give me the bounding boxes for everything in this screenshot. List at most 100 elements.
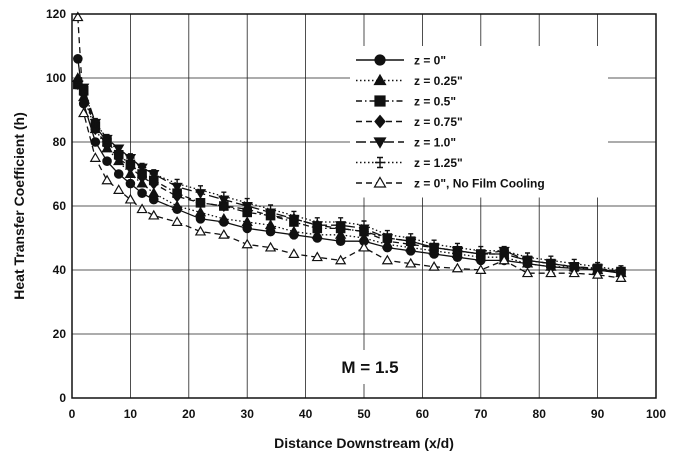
annotation-box-frame [322,350,418,384]
series-line-6 [77,17,622,279]
x-tick-label-5: 50 [357,407,371,421]
legend-label-6: z = 0", No Film Cooling [414,177,545,191]
series-5-point-15 [336,217,345,227]
series-5-point-22 [499,245,509,256]
series-6-point-5 [124,193,137,204]
series-5-point-11 [243,197,252,208]
x-tick-label-2: 20 [182,407,196,421]
series-5-point-21 [476,245,485,256]
series-6-point-21 [475,264,487,274]
legend-label-5: z = 1.25" [414,156,463,170]
legend-label-1: z = 0.25" [414,74,463,88]
series-5-point-27 [616,265,626,275]
legend-marker-2 [374,95,386,107]
legend-item-0: z = 0" [356,54,446,68]
series-1-point-11 [241,216,253,226]
series-6-point-6 [136,203,148,214]
legend-label-3: z = 0.75" [414,115,463,129]
x-axis-label: Distance Downstream (x/d) [274,435,454,451]
series-5-point-4 [114,146,123,157]
legend-label-4: z = 1.0" [414,136,456,150]
series-5-point-20 [453,242,462,253]
series-3-point-9 [195,196,206,209]
series-6-point-11 [241,238,253,249]
series-0-point-5 [125,178,136,189]
series-line-4 [77,83,622,274]
legend-item-3: z = 0.75" [356,114,463,129]
series-6-point-20 [451,262,464,273]
legend-background [350,46,608,198]
legend-marker-5 [375,156,385,169]
legend-item-4: z = 1.0" [356,136,456,150]
x-tick-label-10: 100 [646,407,666,421]
x-tick-label-0: 0 [69,407,76,421]
tick-labels: 0 10 20 30 40 50 60 70 80 90 100 0 20 40 60 80 100 120 [46,7,666,421]
legend-marker-1 [373,73,387,86]
series-6-point-19 [428,260,440,271]
series-line-1 [77,77,622,274]
annotation-label: M = 1.5 [341,358,398,377]
series-6 [72,11,627,282]
legend-marker-6 [373,176,387,188]
legend-label-2: z = 0.5" [414,95,456,109]
legend-marker-0 [374,54,386,66]
legend-marker-3 [374,114,386,129]
series-5-point-12 [266,204,275,215]
legend-item-6: z = 0", No Film Cooling [356,176,545,191]
series-5-point-2 [91,117,100,128]
series-6-point-12 [264,241,277,252]
series-1-point-10 [218,212,230,223]
series-3-point-8 [172,190,183,203]
series-line-3 [77,80,622,273]
series-6-point-24 [545,267,557,278]
y-tick-label-0: 0 [59,391,66,405]
series-3-point-6 [137,171,148,184]
series-6-point-8 [171,216,183,226]
series-6-point-1 [78,107,90,118]
legend-marker-4 [373,137,387,149]
series-line-0 [77,58,622,274]
series-5-point-25 [570,258,579,269]
series-1-point-14 [311,228,323,239]
series-0-point-2 [90,137,101,147]
x-tick-label-7: 70 [474,407,488,421]
series-layer [72,11,627,282]
series-5-point-7 [149,169,158,179]
legend: z = 0" z = 0.25" z = 0.5" z = 0.75" z = 1.0"… [350,46,608,198]
legend-label-0: z = 0" [414,54,446,68]
series-line-5 [77,83,622,271]
series-5-point-8 [172,178,182,189]
series-5-point-24 [546,255,556,266]
series-6-point-3 [101,174,113,185]
series-0-point-3 [102,156,112,166]
series-1-point-7 [148,187,160,198]
x-tick-label-3: 30 [241,407,255,421]
series-5-point-23 [523,252,532,263]
series-5-point-0 [73,79,83,90]
y-tick-label-6: 120 [46,7,66,21]
series-5-point-14 [313,217,322,227]
series-5-point-6 [137,162,147,173]
series-6-point-18 [405,257,417,268]
legend-item-5: z = 1.25" [356,156,463,170]
series-3-point-5 [125,161,136,174]
series-0-point-4 [113,169,124,179]
x-tick-label-8: 80 [533,407,547,421]
series-6-point-13 [288,248,300,258]
y-tick-label-3: 60 [53,199,67,213]
series-6-point-25 [568,267,580,278]
series-5-point-16 [359,220,369,231]
series-5-point-5 [126,153,135,163]
x-tick-label-4: 40 [299,407,313,421]
series-0-point-6 [137,188,147,198]
series-6-point-27 [615,272,627,282]
series-1-point-8 [171,200,183,210]
plot-frame [71,13,657,399]
series-5-point-13 [289,210,299,221]
y-tick-label-1: 20 [53,327,67,341]
x-tick-label-1: 10 [124,407,138,421]
series-6-point-2 [89,152,102,162]
series-5-point-19 [429,239,439,250]
